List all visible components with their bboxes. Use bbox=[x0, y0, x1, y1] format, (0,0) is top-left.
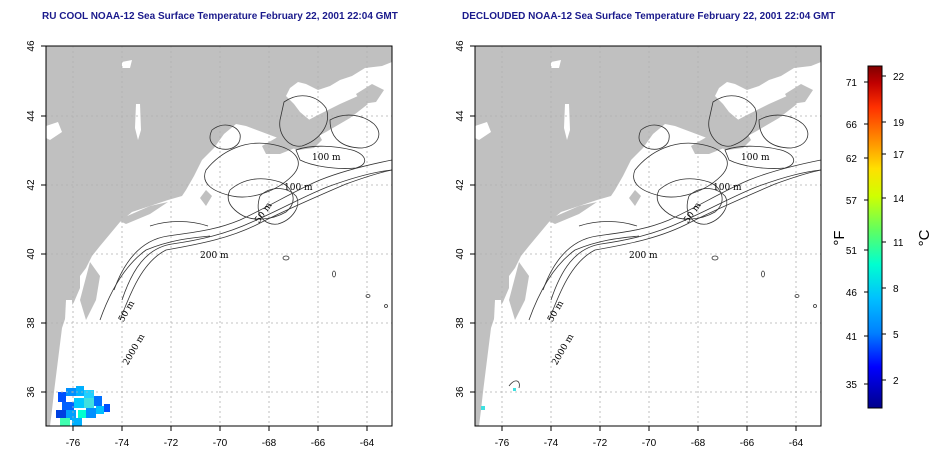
lat-tick-label: 44 bbox=[26, 110, 37, 122]
left-map-frame bbox=[45, 45, 393, 427]
lon-tick-label: -72 bbox=[164, 438, 179, 449]
lon-tick-label: -70 bbox=[642, 438, 657, 449]
lon-tick-label: -64 bbox=[789, 438, 804, 449]
contour-label-100m-b: 100 m bbox=[284, 183, 313, 193]
left-lat-tick-labels: 46 44 42 40 38 36 bbox=[26, 40, 37, 398]
lat-tick-label: 40 bbox=[26, 248, 37, 260]
fahrenheit-tick-label: 51 bbox=[846, 246, 858, 257]
lon-tick-label: -70 bbox=[213, 438, 228, 449]
delmarva bbox=[80, 262, 100, 320]
fahrenheit-tick-label: 71 bbox=[846, 78, 858, 89]
cape-cod bbox=[629, 190, 641, 206]
small-lake bbox=[122, 60, 132, 68]
fahrenheit-tick-label: 66 bbox=[846, 120, 858, 131]
celsius-unit-label: °C bbox=[916, 229, 933, 246]
lat-tick-label: 46 bbox=[455, 40, 466, 52]
lake-champlain bbox=[135, 104, 141, 140]
left-panel-title: RU COOL NOAA-12 Sea Surface Temperature … bbox=[42, 11, 398, 22]
lat-tick-label: 40 bbox=[455, 248, 466, 260]
lat-lon-grid bbox=[46, 46, 392, 426]
celsius-tick-label: 19 bbox=[893, 118, 905, 129]
fahrenheit-tick-label: 35 bbox=[846, 380, 858, 391]
lat-tick-label: 38 bbox=[26, 317, 37, 329]
fahrenheit-unit-label: °F bbox=[831, 230, 848, 245]
right-map-frame bbox=[474, 45, 822, 427]
colorbar-gradient bbox=[867, 65, 883, 409]
right-lat-tick-labels: 46 44 42 40 38 36 bbox=[455, 40, 466, 398]
lon-tick-label: -64 bbox=[360, 438, 375, 449]
lon-tick-label: -72 bbox=[593, 438, 608, 449]
left-lon-tick-labels: -76 -74 -72 -70 -68 -66 -64 bbox=[66, 438, 375, 449]
contour-label-100m-a: 100 m bbox=[312, 153, 341, 163]
right-panel-title: DECLOUDED NOAA-12 Sea Surface Temperatur… bbox=[462, 11, 836, 22]
bathymetry-contours bbox=[508, 95, 821, 389]
celsius-tick-label: 5 bbox=[893, 330, 899, 341]
nova-scotia bbox=[262, 96, 368, 154]
nova-scotia bbox=[691, 96, 797, 154]
fahrenheit-tick-labels: 71 66 62 57 51 46 41 35 bbox=[846, 78, 858, 391]
long-island bbox=[118, 202, 168, 224]
right-map-panel: 100 m 100 m 50 m 200 m 50 m 2000 m -76 -… bbox=[455, 40, 822, 449]
lat-tick-label: 36 bbox=[455, 386, 466, 398]
cape-breton bbox=[356, 84, 384, 104]
colorbar-ticks bbox=[864, 75, 886, 385]
lon-tick-label: -68 bbox=[691, 438, 706, 449]
lat-tick-label: 42 bbox=[26, 179, 37, 191]
lat-lon-grid bbox=[475, 46, 821, 426]
right-lon-tick-labels: -76 -74 -72 -70 -68 -66 -64 bbox=[495, 438, 804, 449]
left-map-panel: 100 m 100 m 50 m 200 m 50 m 2000 m -76 -… bbox=[26, 40, 393, 449]
celsius-tick-label: 2 bbox=[893, 376, 899, 387]
lon-tick-label: -74 bbox=[115, 438, 130, 449]
contour-label-100m-a: 100 m bbox=[741, 153, 770, 163]
lon-tick-label: -66 bbox=[311, 438, 326, 449]
celsius-tick-label: 17 bbox=[893, 150, 905, 161]
lat-tick-label: 36 bbox=[26, 386, 37, 398]
fahrenheit-tick-label: 62 bbox=[846, 154, 858, 165]
cape-breton bbox=[785, 84, 813, 104]
sst-data-patch bbox=[481, 388, 516, 410]
lat-tick-label: 46 bbox=[26, 40, 37, 52]
colorbar: 71 66 62 57 51 46 41 35 22 19 17 14 11 8… bbox=[831, 65, 933, 409]
contour-label-200m: 200 m bbox=[629, 251, 658, 261]
lake-champlain bbox=[564, 104, 570, 140]
delmarva bbox=[509, 262, 529, 320]
lon-tick-label: -76 bbox=[495, 438, 510, 449]
seamount-contours bbox=[711, 255, 817, 308]
lon-tick-label: -66 bbox=[740, 438, 755, 449]
lake-ontario-edge bbox=[46, 122, 62, 140]
lat-tick-label: 38 bbox=[455, 317, 466, 329]
lat-tick-label: 44 bbox=[455, 110, 466, 122]
long-island bbox=[547, 202, 597, 224]
right-axis-ticks bbox=[470, 45, 797, 431]
lake-ontario-edge bbox=[475, 122, 491, 140]
lon-tick-label: -76 bbox=[66, 438, 81, 449]
chesapeake-bay bbox=[64, 300, 74, 350]
small-lake bbox=[551, 60, 561, 68]
bathymetry-contours bbox=[99, 95, 392, 321]
chesapeake-bay bbox=[493, 300, 503, 350]
lat-tick-label: 42 bbox=[455, 179, 466, 191]
fahrenheit-tick-label: 41 bbox=[846, 332, 858, 343]
celsius-tick-label: 11 bbox=[893, 238, 904, 249]
seamount-contours bbox=[282, 255, 388, 308]
contour-label-200m: 200 m bbox=[200, 251, 229, 261]
celsius-tick-labels: 22 19 17 14 11 8 5 2 bbox=[893, 72, 905, 387]
cape-cod bbox=[200, 190, 212, 206]
celsius-tick-label: 8 bbox=[893, 284, 899, 295]
left-axis-ticks bbox=[41, 45, 368, 431]
lon-tick-label: -74 bbox=[544, 438, 559, 449]
celsius-tick-label: 14 bbox=[893, 194, 905, 205]
fahrenheit-tick-label: 46 bbox=[846, 288, 858, 299]
contour-label-100m-b: 100 m bbox=[713, 183, 742, 193]
lon-tick-label: -68 bbox=[262, 438, 277, 449]
celsius-tick-label: 22 bbox=[893, 72, 905, 83]
fahrenheit-tick-label: 57 bbox=[846, 196, 858, 207]
